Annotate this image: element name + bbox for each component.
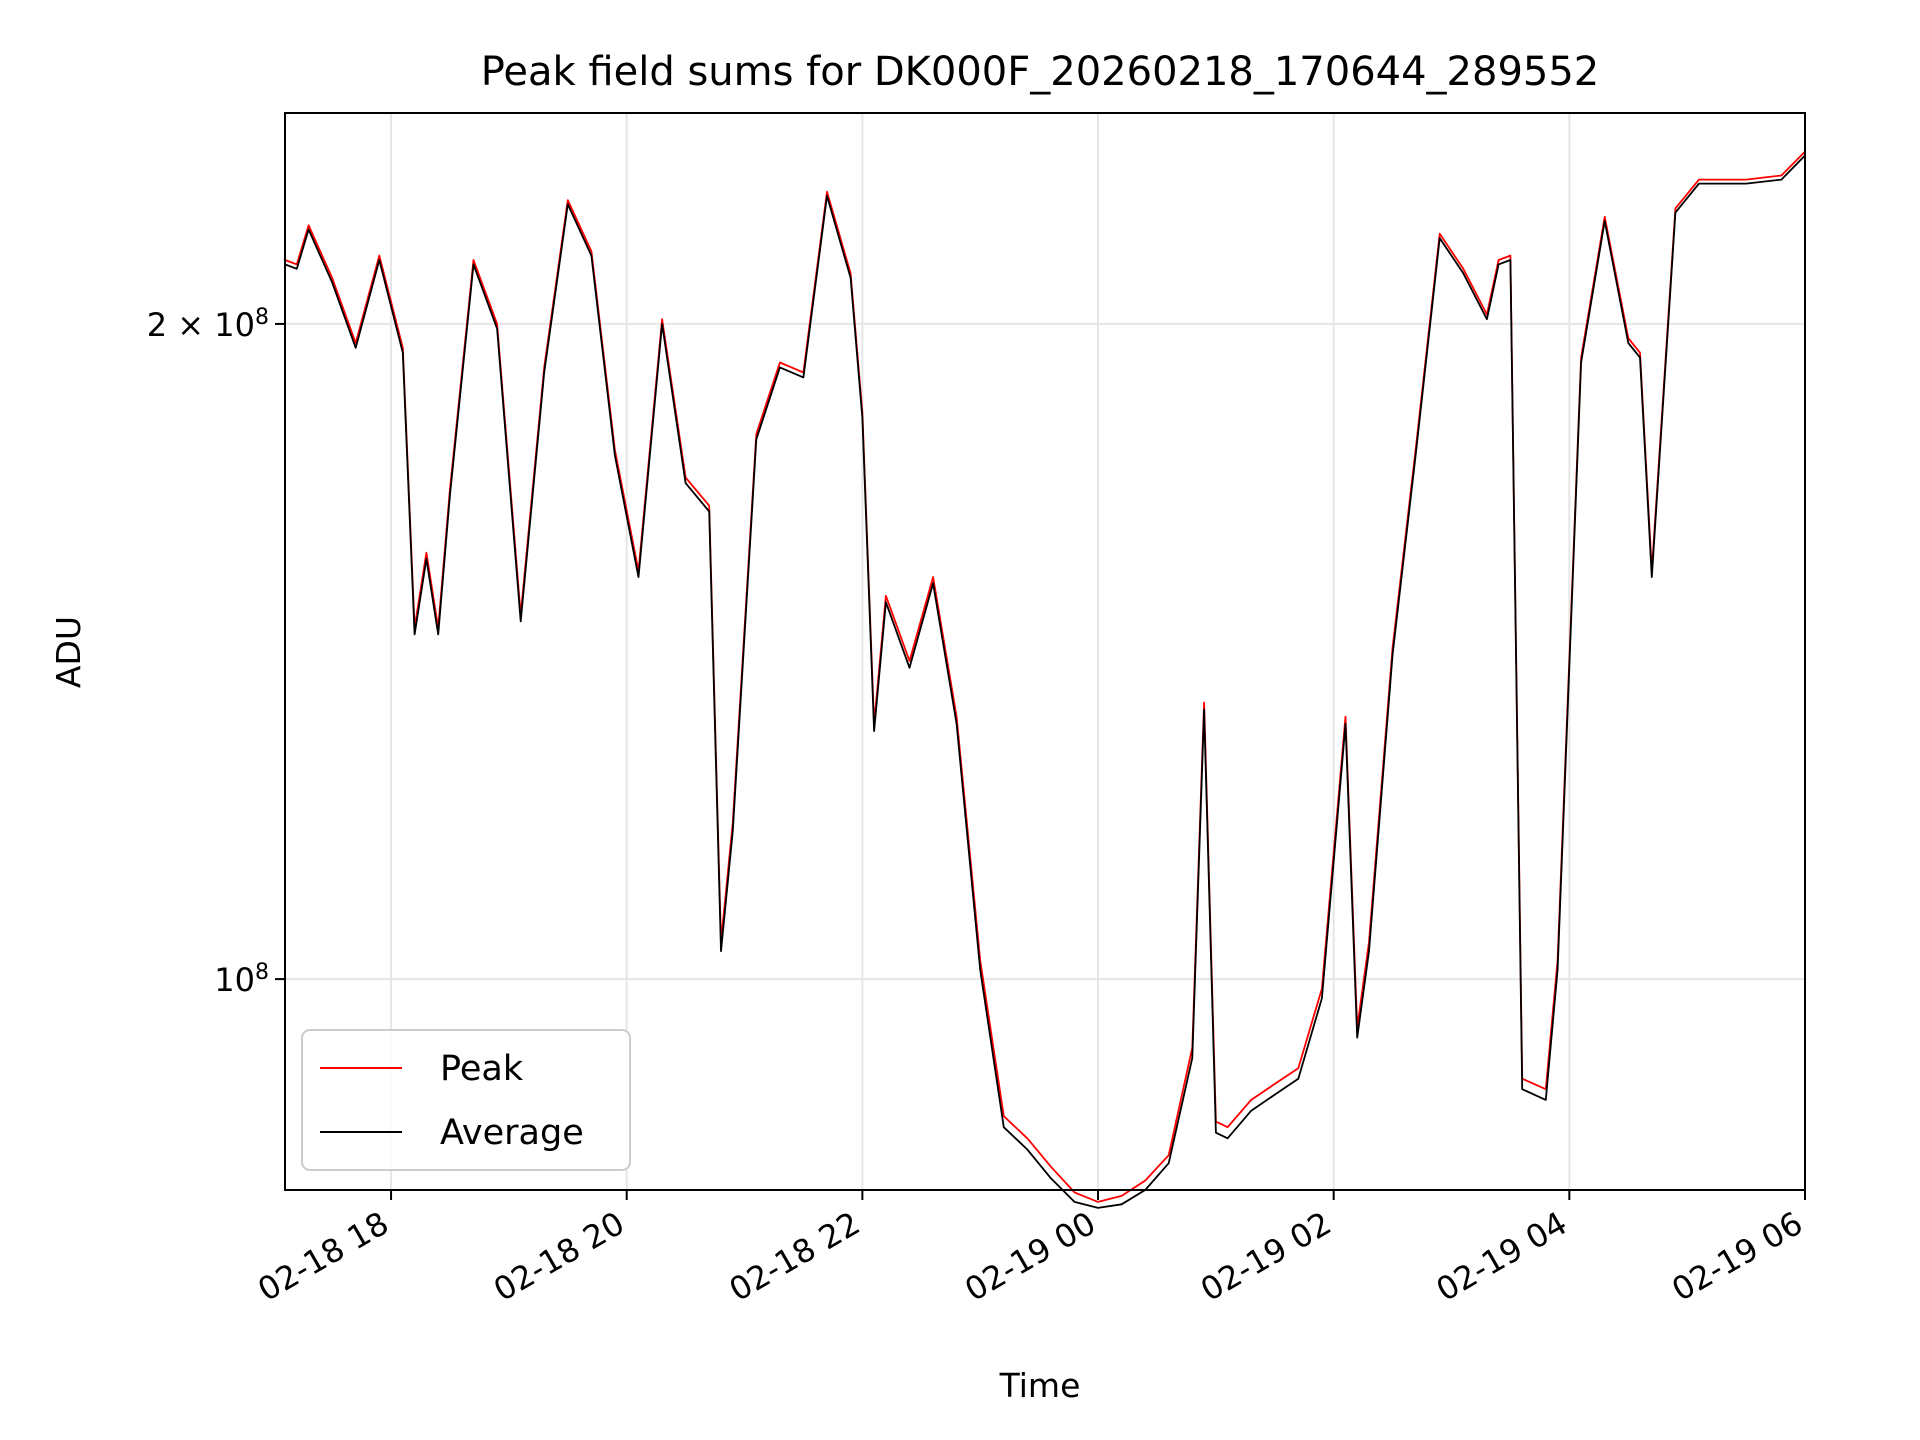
x-axis-label: Time <box>999 1366 1081 1405</box>
legend: Peak Average <box>301 1029 631 1171</box>
y-ticks-layer: 108 2 × 108 <box>147 304 285 999</box>
series-layer <box>284 150 1806 1209</box>
chart-title: Peak field sums for DK000F_20260218_1706… <box>481 49 1600 95</box>
legend-label-peak: Peak <box>440 1049 524 1089</box>
series-line-average <box>284 154 1806 1209</box>
legend-box <box>301 1029 631 1171</box>
y-tick-label-0: 108 <box>214 960 269 1000</box>
plot-frame <box>284 112 1806 1191</box>
legend-label-average: Average <box>440 1113 584 1153</box>
y-axis-label: ADU <box>49 616 88 688</box>
y-tick-label-1: 2 × 108 <box>147 304 269 344</box>
